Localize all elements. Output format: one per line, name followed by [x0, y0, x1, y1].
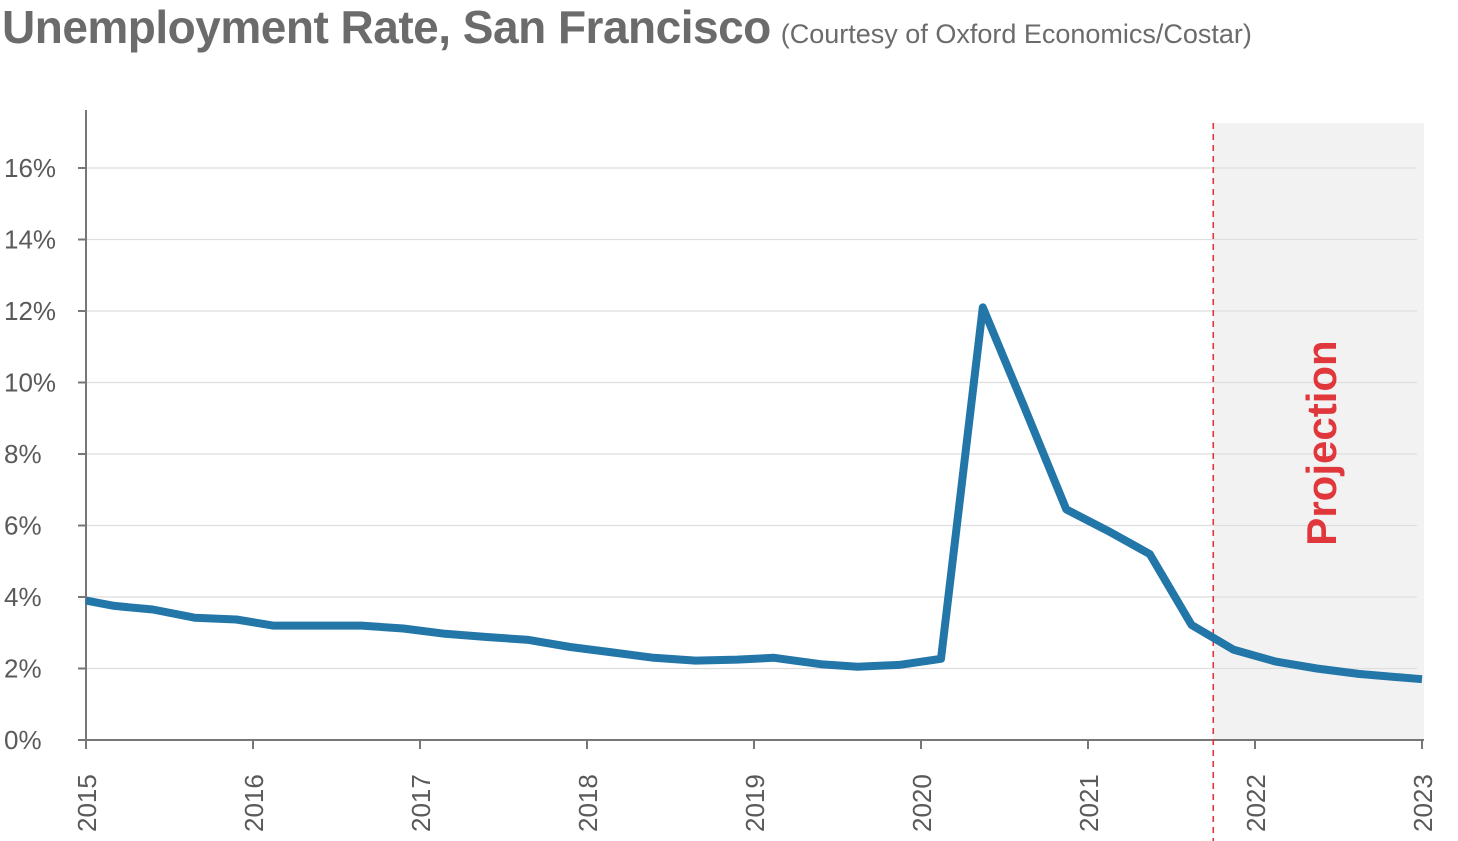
x-tick-label-7: 2022 — [1241, 774, 1271, 832]
x-tick-label-8: 2023 — [1408, 774, 1438, 832]
chart-subtitle: (Courtesy of Oxford Economics/Costar) — [780, 19, 1252, 49]
projection-label: Projection — [1298, 340, 1345, 545]
y-tick-label-4: 8% — [4, 439, 42, 469]
chart-title: Unemployment Rate, San Francisco — [2, 1, 771, 53]
x-tick-label-1: 2016 — [239, 774, 269, 832]
x-tick-label-0: 2015 — [72, 774, 102, 832]
y-tick-label-1: 2% — [4, 654, 42, 684]
x-tick-label-2: 2017 — [406, 774, 436, 832]
chart-title-row: Unemployment Rate, San Francisco (Courtes… — [2, 0, 1252, 60]
y-tick-label-8: 16% — [4, 153, 56, 183]
y-axis-ticks: 0% 2% 4% 6% 8% 10% 12% 14% 16% — [4, 153, 86, 755]
x-axis-ticks: 2015 2016 2017 2018 2019 2020 2021 2022 2023 — [72, 740, 1438, 832]
gridlines — [86, 167, 1417, 670]
x-tick-label-6: 2021 — [1074, 774, 1104, 832]
projection-region — [1213, 123, 1424, 740]
y-tick-label-0: 0% — [4, 725, 42, 755]
y-tick-label-3: 6% — [4, 511, 42, 541]
x-tick-label-4: 2019 — [740, 774, 770, 832]
x-tick-label-3: 2018 — [573, 774, 603, 832]
projection-shade — [1213, 123, 1424, 740]
series-layer — [85, 303, 1423, 684]
series-line-0 — [85, 303, 1423, 684]
y-tick-label-7: 14% — [4, 225, 56, 255]
y-tick-label-5: 10% — [4, 368, 56, 398]
x-tick-label-5: 2020 — [907, 774, 937, 832]
y-tick-label-2: 4% — [4, 582, 42, 612]
projection-marker: Projection — [1212, 123, 1345, 841]
y-tick-label-6: 12% — [4, 296, 56, 326]
